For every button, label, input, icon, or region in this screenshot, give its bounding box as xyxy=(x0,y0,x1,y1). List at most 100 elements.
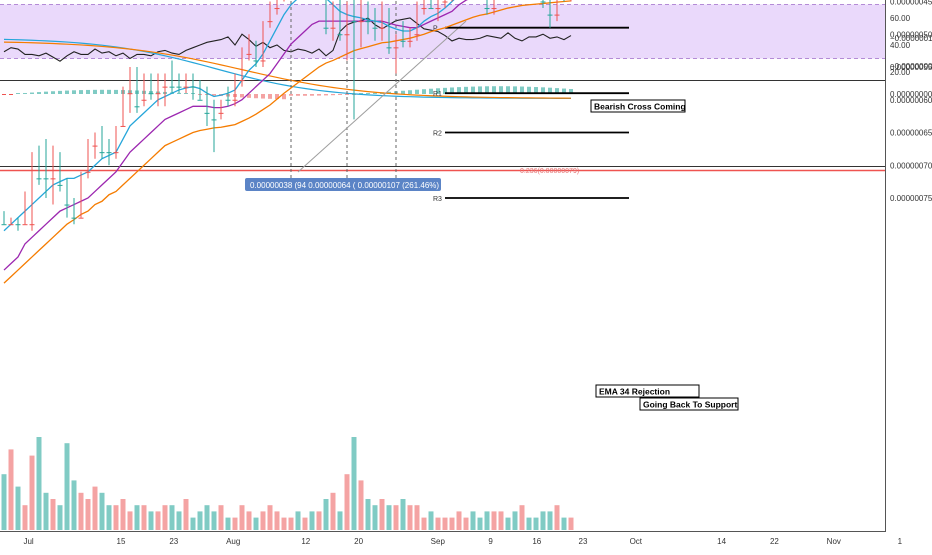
volume-bar xyxy=(64,443,70,530)
macd-histogram-bar xyxy=(422,89,426,94)
volume-bar xyxy=(561,517,567,530)
macd-histogram-bar xyxy=(289,94,293,96)
volume-bar xyxy=(442,517,448,530)
time-axis-label: 22 xyxy=(770,537,779,546)
candle-body xyxy=(379,27,385,29)
volume-bar xyxy=(435,517,441,530)
macd-line xyxy=(3,38,572,99)
volume-bar xyxy=(162,505,168,530)
volume-bar xyxy=(113,505,119,530)
price-axis-label: 0.00000070 xyxy=(890,161,932,170)
macd-histogram-bar xyxy=(534,87,538,94)
volume-bar xyxy=(43,492,49,530)
macd-histogram-bar xyxy=(240,94,244,98)
time-axis-label: 16 xyxy=(532,537,541,546)
time-axis-label: 15 xyxy=(117,537,126,546)
macd-histogram-bar xyxy=(443,87,447,94)
candle-body xyxy=(386,47,392,49)
volume-bar xyxy=(498,511,504,530)
candle-body xyxy=(92,145,98,147)
candle-body xyxy=(183,86,189,88)
candle-body xyxy=(547,14,553,16)
volume-bar xyxy=(428,511,434,530)
ema-fast-line xyxy=(3,0,455,232)
macd-histogram-bar xyxy=(562,88,566,94)
macd-signal-line xyxy=(3,41,572,99)
macd-histogram-bar xyxy=(366,93,370,94)
time-axis-label: Nov xyxy=(827,537,841,546)
rsi-band xyxy=(0,4,885,59)
volume-bar xyxy=(288,517,294,530)
volume-bar xyxy=(316,511,322,530)
candle-body xyxy=(120,125,126,127)
volume-bar xyxy=(568,517,574,530)
time-axis-label: Oct xyxy=(630,537,643,546)
macd-histogram-bar xyxy=(478,86,482,94)
volume-bar xyxy=(358,480,364,530)
time-axis-label: 23 xyxy=(169,537,178,546)
rsi-axis-label: 60.00 xyxy=(890,14,911,23)
macd-axis-label: −0.00000005 xyxy=(890,62,932,71)
candle-body xyxy=(162,86,168,88)
candle-body xyxy=(344,34,350,36)
volume-bar xyxy=(15,486,21,530)
volume-bar xyxy=(414,505,420,530)
candle-body xyxy=(491,8,497,10)
volume-bar xyxy=(295,511,301,530)
volume-bar xyxy=(267,505,273,530)
macd-histogram-bar xyxy=(317,94,321,96)
volume-bar xyxy=(505,517,511,530)
macd-histogram-bar xyxy=(177,92,181,94)
volume-bar xyxy=(309,511,315,530)
macd-histogram-bar xyxy=(275,94,279,100)
macd-histogram-bar xyxy=(9,94,13,95)
candle-body xyxy=(323,27,329,29)
time-axis-label: 9 xyxy=(488,537,493,546)
volume-bar xyxy=(134,505,140,530)
candle-body xyxy=(127,93,133,95)
rsi-axis-label: 20.00 xyxy=(890,68,911,77)
candle-body xyxy=(225,99,231,101)
candle-body xyxy=(274,8,280,10)
volume-bar xyxy=(281,517,287,530)
volume-bar xyxy=(351,437,357,530)
candle-body xyxy=(554,14,560,16)
measure-label-text: 0.00000038 (94 0.00000064 ( 0.00000107 (… xyxy=(250,181,455,190)
candle-body xyxy=(78,217,84,219)
macd-histogram-bar xyxy=(492,86,496,94)
volume-bar xyxy=(120,499,126,530)
candle-body xyxy=(330,27,336,29)
volume-bar xyxy=(71,480,77,530)
candle-body xyxy=(218,112,224,114)
price-axis-label: 0.00000055 xyxy=(890,63,932,72)
price-axis-label: 0.00000050 xyxy=(890,30,932,39)
candle-body xyxy=(253,60,259,62)
macd-histogram-bar xyxy=(30,92,34,94)
volume-bar xyxy=(365,499,371,530)
macd-histogram-bar xyxy=(65,90,69,94)
macd-histogram-bar xyxy=(282,94,286,100)
volume-bar xyxy=(190,517,196,530)
volume-bar xyxy=(407,505,413,530)
volume-bar xyxy=(176,511,182,530)
volume-bar xyxy=(477,517,483,530)
volume-bar xyxy=(393,505,399,530)
volume-bar xyxy=(491,511,497,530)
candle-body xyxy=(29,224,35,226)
time-axis-label: 12 xyxy=(301,537,310,546)
macd-histogram-bar xyxy=(429,88,433,94)
volume-bar xyxy=(554,505,560,530)
candle-body xyxy=(57,184,63,186)
volume-bar xyxy=(155,511,161,530)
candle-body xyxy=(204,112,210,114)
candle-body xyxy=(43,178,49,180)
candle-body xyxy=(414,34,420,36)
macd-histogram-bar xyxy=(2,94,6,95)
macd-histogram-bar xyxy=(310,94,314,96)
macd-histogram-bar xyxy=(303,94,307,96)
volume-bar xyxy=(85,499,91,530)
pivot-label-p: P xyxy=(433,26,438,33)
macd-histogram-bar xyxy=(471,86,475,94)
candle-body xyxy=(99,152,105,154)
